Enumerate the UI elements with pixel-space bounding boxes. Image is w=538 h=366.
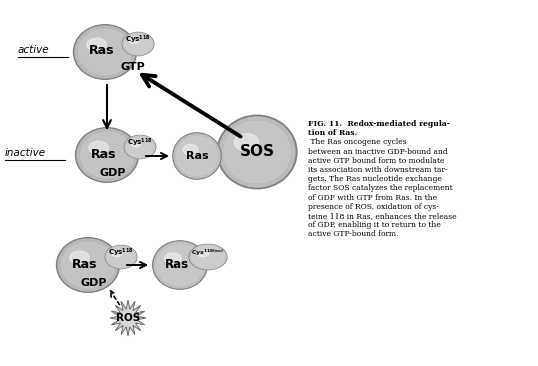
Ellipse shape <box>177 137 217 175</box>
Ellipse shape <box>89 141 108 154</box>
Text: teine 118 in Ras, enhances the release: teine 118 in Ras, enhances the release <box>308 212 457 220</box>
Ellipse shape <box>157 245 203 285</box>
Text: active: active <box>18 45 49 55</box>
Text: Ras: Ras <box>165 258 189 270</box>
Polygon shape <box>110 300 146 336</box>
Text: $\mathbf{Cys}^{\mathbf{118}}$: $\mathbf{Cys}^{\mathbf{118}}$ <box>108 247 134 259</box>
Ellipse shape <box>153 241 207 289</box>
Ellipse shape <box>164 253 181 264</box>
Ellipse shape <box>123 33 153 55</box>
Ellipse shape <box>81 132 133 178</box>
Text: GTP: GTP <box>121 62 145 72</box>
Ellipse shape <box>106 246 136 268</box>
Text: presence of ROS, oxidation of cys-: presence of ROS, oxidation of cys- <box>308 203 439 211</box>
Ellipse shape <box>131 141 140 147</box>
Text: of GDP, enabling it to return to the: of GDP, enabling it to return to the <box>308 221 441 229</box>
Ellipse shape <box>75 26 135 78</box>
Ellipse shape <box>122 33 154 56</box>
Ellipse shape <box>62 242 114 288</box>
Text: of GDP with GTP from Ras. In the: of GDP with GTP from Ras. In the <box>308 194 437 202</box>
Ellipse shape <box>112 251 122 257</box>
Ellipse shape <box>192 246 224 268</box>
Text: inactive: inactive <box>5 148 46 158</box>
Text: tion of Ras.: tion of Ras. <box>308 129 357 137</box>
Text: active GTP bound form to modulate: active GTP bound form to modulate <box>308 157 444 165</box>
Text: GDP: GDP <box>100 168 126 178</box>
Ellipse shape <box>125 136 155 158</box>
Text: Ras: Ras <box>186 151 208 161</box>
Ellipse shape <box>190 245 226 269</box>
Ellipse shape <box>105 246 137 269</box>
Ellipse shape <box>79 29 131 75</box>
Ellipse shape <box>154 242 206 288</box>
Ellipse shape <box>56 238 119 292</box>
Ellipse shape <box>124 135 155 158</box>
Text: $\mathbf{Cys}^{\mathbf{118(ox)}}$: $\mathbf{Cys}^{\mathbf{118(ox)}}$ <box>192 248 224 258</box>
Ellipse shape <box>58 239 118 291</box>
Ellipse shape <box>74 25 137 79</box>
Ellipse shape <box>189 244 227 270</box>
Text: its association with downstream tar-: its association with downstream tar- <box>308 166 448 174</box>
Text: between an inactive GDP-bound and: between an inactive GDP-bound and <box>308 147 448 156</box>
Text: active GTP-bound form.: active GTP-bound form. <box>308 231 399 238</box>
Ellipse shape <box>217 115 297 189</box>
Ellipse shape <box>224 122 290 183</box>
Text: SOS: SOS <box>239 145 274 160</box>
Text: $\mathbf{Cys}^{\mathbf{118}}$: $\mathbf{Cys}^{\mathbf{118}}$ <box>127 137 153 149</box>
Ellipse shape <box>234 134 259 151</box>
Text: Ras: Ras <box>72 258 98 270</box>
Text: GDP: GDP <box>81 278 107 288</box>
Ellipse shape <box>174 134 220 178</box>
Ellipse shape <box>75 128 138 182</box>
Text: Ras: Ras <box>89 45 115 57</box>
Ellipse shape <box>173 133 221 179</box>
Text: $\mathbf{Cys}^{\mathbf{118}}$: $\mathbf{Cys}^{\mathbf{118}}$ <box>125 34 151 46</box>
Ellipse shape <box>197 251 209 257</box>
Ellipse shape <box>183 144 198 155</box>
Ellipse shape <box>219 117 295 187</box>
Ellipse shape <box>108 247 134 266</box>
Text: The Ras oncogene cycles: The Ras oncogene cycles <box>308 138 407 146</box>
Ellipse shape <box>125 34 151 54</box>
Text: Ras: Ras <box>91 147 117 161</box>
Ellipse shape <box>129 38 139 44</box>
Ellipse shape <box>70 251 89 264</box>
Text: factor SOS catalyzes the replacement: factor SOS catalyzes the replacement <box>308 184 453 193</box>
Ellipse shape <box>87 38 107 51</box>
Text: ROS: ROS <box>116 313 140 323</box>
Ellipse shape <box>127 137 153 157</box>
Text: FIG. 11.  Redox-mediated regula-: FIG. 11. Redox-mediated regula- <box>308 120 450 128</box>
Text: gets. The Ras nucleotide exchange: gets. The Ras nucleotide exchange <box>308 175 442 183</box>
Ellipse shape <box>77 129 137 181</box>
